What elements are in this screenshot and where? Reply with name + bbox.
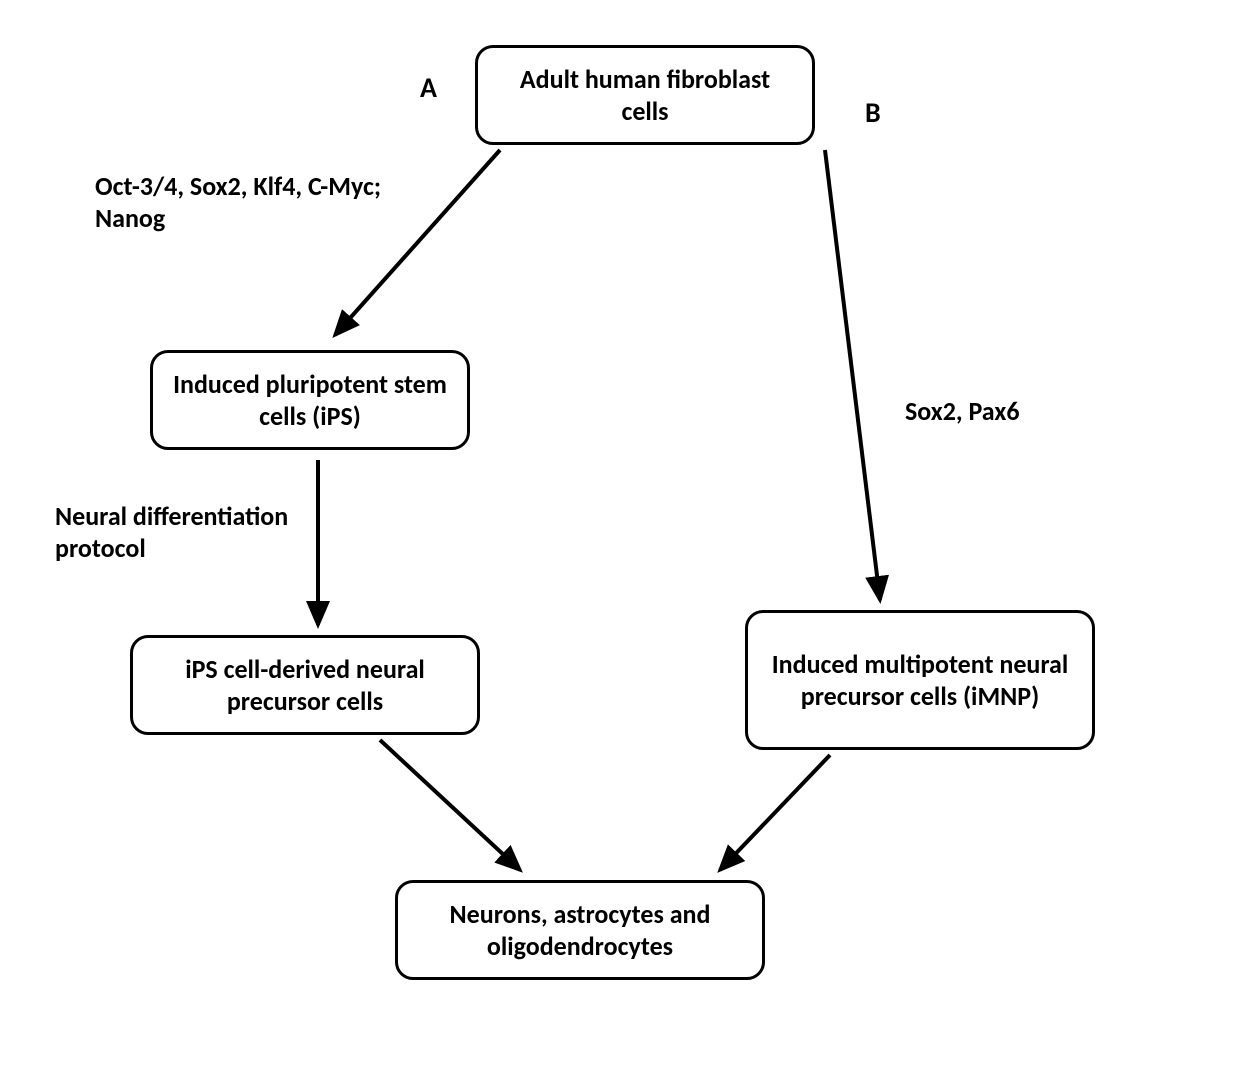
node-imnp: Induced multipotent neural precursor cel… [745, 610, 1095, 750]
arrow-ips_neural-to-neurons [380, 740, 520, 870]
node-text-ips_neural: iPS cell-derived neural precursor cells [153, 653, 457, 717]
node-text-neurons: Neurons, astrocytes and oligodendrocytes [418, 898, 742, 962]
arrow-imnp-to-neurons [720, 755, 830, 870]
flowchart-diagram: Adult human fibroblast cells Induced plur… [0, 0, 1240, 1070]
node-ips_neural: iPS cell-derived neural precursor cells [130, 635, 480, 735]
label-label_a: A [420, 70, 437, 105]
label-label_protocol: Neural differentiation protocol [55, 500, 345, 564]
label-label_b: B [865, 95, 881, 130]
label-label_factors_b: Sox2, Pax6 [905, 395, 1020, 427]
label-label_factors_a: Oct-3/4, Sox2, Klf4, C-Myc; Nanog [95, 170, 405, 234]
node-text-ips: Induced pluripotent stem cells (iPS) [173, 368, 447, 432]
node-fibroblast: Adult human fibroblast cells [475, 45, 815, 145]
node-neurons: Neurons, astrocytes and oligodendrocytes [395, 880, 765, 980]
node-ips: Induced pluripotent stem cells (iPS) [150, 350, 470, 450]
node-text-fibroblast: Adult human fibroblast cells [498, 63, 792, 127]
node-text-imnp: Induced multipotent neural precursor cel… [768, 648, 1072, 712]
arrow-fibroblast-to-imnp [825, 150, 880, 600]
